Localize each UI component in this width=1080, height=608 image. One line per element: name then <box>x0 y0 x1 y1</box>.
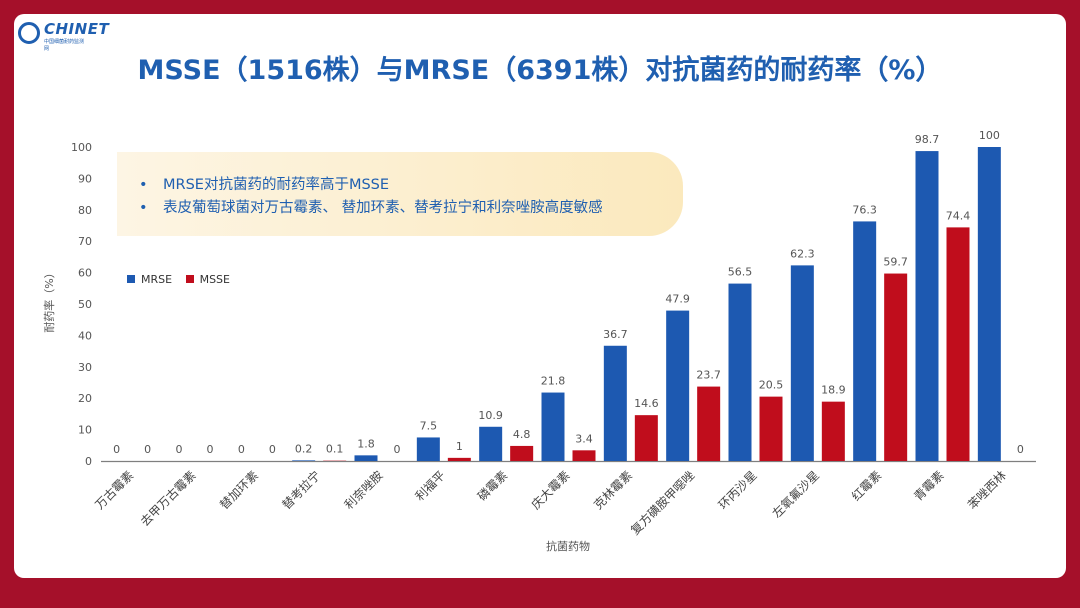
data-label-msse: 4.8 <box>513 428 531 441</box>
data-label-mrse: 0 <box>176 443 183 456</box>
data-label-mrse: 76.3 <box>852 203 877 216</box>
bar-msse <box>447 457 471 461</box>
data-label-mrse: 100 <box>979 129 1000 142</box>
logo-word: CHINET <box>44 20 110 38</box>
legend-label-mrse: MRSE <box>141 273 173 286</box>
chart-legend: MRSE MSSE <box>127 273 240 286</box>
bar-msse <box>634 415 658 461</box>
legend-swatch-msse <box>185 275 194 283</box>
legend-label-msse: MSSE <box>199 273 230 286</box>
y-tick-label: 80 <box>78 204 92 217</box>
bar-msse <box>572 450 596 461</box>
data-label-mrse: 0 <box>113 443 120 456</box>
data-label-mrse: 56.5 <box>728 266 753 279</box>
bar-mrse <box>666 310 690 461</box>
data-label-mrse: 98.7 <box>915 133 940 146</box>
bar-mrse <box>728 283 752 461</box>
data-label-msse: 0 <box>1017 443 1024 456</box>
y-tick-label: 20 <box>78 392 92 405</box>
finding-item: 表皮葡萄球菌对万古霉素、 替加环素、替考拉宁和利奈唑胺高度敏感 <box>139 197 683 220</box>
data-label-msse: 18.9 <box>821 384 846 397</box>
y-tick-label: 0 <box>85 455 92 468</box>
data-label-msse: 0.1 <box>326 443 344 456</box>
data-label-mrse: 36.7 <box>603 328 628 341</box>
y-tick-label: 30 <box>78 361 92 374</box>
x-axis-title: 抗菌药物 <box>546 539 590 553</box>
data-label-msse: 23.7 <box>696 369 721 382</box>
bar-mrse <box>416 437 440 461</box>
data-label-mrse: 7.5 <box>420 419 438 432</box>
y-tick-label: 60 <box>78 267 92 280</box>
category-label: 克林霉素 <box>591 468 635 512</box>
data-label-msse: 0 <box>269 443 276 456</box>
category-label: 磷霉素 <box>474 468 510 504</box>
logo-circle-icon <box>18 22 40 44</box>
chinet-logo: CHINET 中国细菌耐药监测网 <box>18 18 109 52</box>
data-label-mrse: 10.9 <box>478 409 503 422</box>
bar-mrse <box>541 392 565 461</box>
y-tick-label: 40 <box>78 329 92 342</box>
bar-msse <box>510 445 534 461</box>
category-label: 利奈唑胺 <box>342 468 386 512</box>
bar-msse <box>759 396 783 461</box>
bar-mrse <box>479 426 503 461</box>
data-label-msse: 3.4 <box>575 432 593 445</box>
finding-item: MRSE对抗菌药的耐药率高于MSSE <box>139 174 683 197</box>
bar-mrse <box>292 460 316 461</box>
bar-msse <box>821 401 845 461</box>
category-label: 去甲万古霉素 <box>137 468 199 530</box>
data-label-msse: 0 <box>207 443 214 456</box>
category-label: 替加环素 <box>217 468 261 512</box>
logo-subtitle: 中国细菌耐药监测网 <box>44 39 85 52</box>
category-label: 替考拉宁 <box>279 468 324 513</box>
bar-msse <box>946 227 970 461</box>
legend-swatch-mrse <box>127 275 135 283</box>
bar-mrse <box>915 151 939 461</box>
legend-item-mrse: MRSE <box>127 273 172 286</box>
data-label-mrse: 0.2 <box>295 442 313 455</box>
legend-item-msse: MSSE <box>185 273 230 286</box>
data-label-msse: 14.6 <box>634 397 659 410</box>
y-tick-label: 70 <box>78 235 92 248</box>
category-label: 万古霉素 <box>92 468 137 513</box>
y-tick-label: 90 <box>78 172 92 185</box>
data-label-msse: 1 <box>456 440 463 453</box>
category-label: 环丙沙星 <box>716 468 760 512</box>
category-label: 左氧氟沙星 <box>769 468 822 521</box>
y-tick-label: 10 <box>78 424 92 437</box>
category-label: 青霉素 <box>911 468 946 503</box>
data-label-msse: 0 <box>144 443 151 456</box>
bar-msse <box>884 273 908 461</box>
key-findings-box: MRSE对抗菌药的耐药率高于MSSE 表皮葡萄球菌对万古霉素、 替加环素、替考拉… <box>117 152 683 236</box>
y-tick-label: 50 <box>78 298 92 311</box>
data-label-mrse: 62.3 <box>790 247 815 260</box>
data-label-mrse: 1.8 <box>357 437 375 450</box>
data-label-mrse: 47.9 <box>665 293 690 306</box>
category-label: 庆大霉素 <box>529 468 573 512</box>
data-label-mrse: 21.8 <box>541 375 566 388</box>
category-label: 利福平 <box>412 468 448 504</box>
y-tick-label: 100 <box>71 141 92 154</box>
data-label-msse: 59.7 <box>883 256 908 269</box>
category-label: 复方磺胺甲噁唑 <box>627 468 697 538</box>
category-label: 苯唑西林 <box>965 468 1009 512</box>
data-label-mrse: 0 <box>238 443 245 456</box>
page-title: MSSE（1516株）与MRSE（6391株）对抗菌药的耐药率（%） <box>137 55 943 86</box>
bar-mrse <box>354 455 378 461</box>
data-label-msse: 20.5 <box>759 379 784 392</box>
bar-mrse <box>603 345 627 461</box>
data-label-msse: 74.4 <box>946 209 971 222</box>
category-label: 红霉素 <box>848 468 884 504</box>
bar-mrse <box>977 147 1001 461</box>
y-axis-title: 耐药率（%） <box>42 267 56 332</box>
bar-mrse <box>790 265 814 461</box>
data-label-msse: 0 <box>394 443 401 456</box>
bar-mrse <box>853 221 877 461</box>
bar-msse <box>697 386 721 461</box>
